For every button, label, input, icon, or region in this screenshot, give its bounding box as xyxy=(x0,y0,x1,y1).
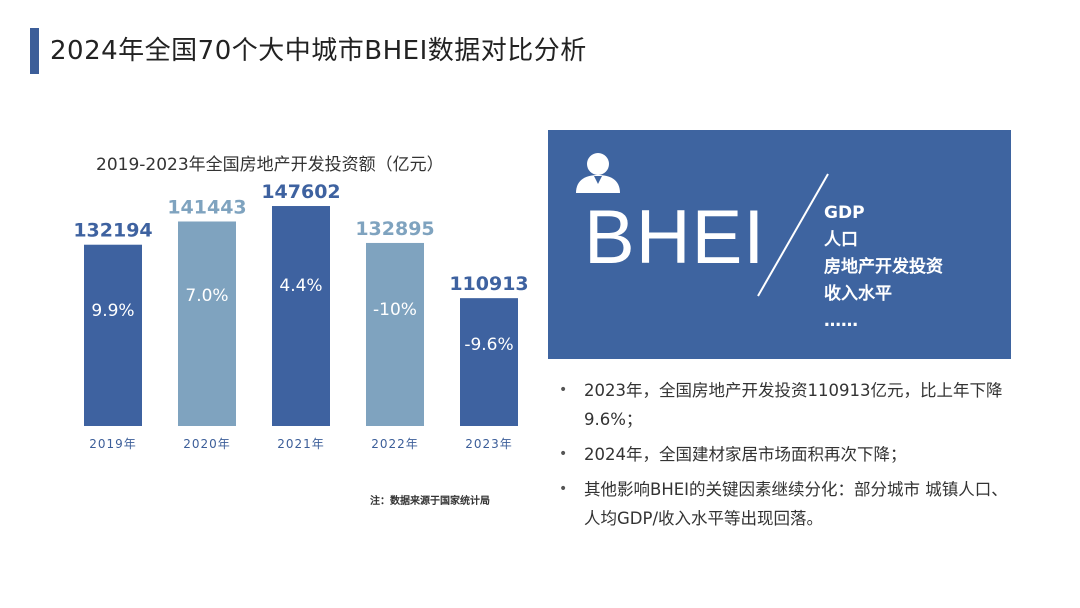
note-item: • 2024年，全国建材家居市场面积再次下降； xyxy=(556,440,1016,469)
page-title: 2024年全国70个大中城市BHEI数据对比分析 xyxy=(50,36,587,66)
factor-item: GDP xyxy=(824,203,865,223)
bar xyxy=(84,244,142,426)
factor-list: GDP 人口 房地产开发投资 收入水平 …… xyxy=(824,200,943,335)
x-tick-label: 2021年 xyxy=(277,437,325,451)
growth-label: -10% xyxy=(373,300,417,320)
bar-value-label: 141443 xyxy=(167,196,246,218)
factor-item: 房地产开发投资 xyxy=(824,257,943,277)
bar-chart: 132194 9.9% 2019年 141443 7.0% 2020年 147602 4.4%… xyxy=(73,181,528,451)
x-tick-label: 2019年 xyxy=(89,437,137,451)
growth-label: 7.0% xyxy=(185,286,228,306)
note-item: • 其他影响BHEI的关键因素继续分化：部分城市 城镇人口、人均GDP/收入水平… xyxy=(556,475,1016,533)
growth-label: -9.6% xyxy=(464,335,513,355)
x-tick-label: 2023年 xyxy=(465,437,513,451)
bar-value-label: 147602 xyxy=(261,181,340,203)
x-tick-label: 2022年 xyxy=(371,437,419,451)
notes-list: • 2023年，全国房地产开发投资110913亿元，比上年下降9.6%； • 2… xyxy=(556,376,1016,539)
factor-item: 人口 xyxy=(824,230,858,250)
bullet-icon: • xyxy=(559,382,568,398)
factor-item: 收入水平 xyxy=(824,284,892,304)
bhei-big-text: BHEI xyxy=(584,195,766,280)
growth-label: 4.4% xyxy=(279,276,322,296)
bar xyxy=(272,206,330,426)
user-icon xyxy=(576,153,620,193)
factor-item: …… xyxy=(824,311,858,331)
source-note: 注：数据来源于国家统计局 xyxy=(370,496,490,507)
bar xyxy=(178,221,236,426)
bar-value-label: 110913 xyxy=(449,273,528,295)
note-text: 2024年，全国建材家居市场面积再次下降； xyxy=(584,445,907,464)
bar-value-label: 132895 xyxy=(355,218,434,240)
bullet-icon: • xyxy=(559,446,568,462)
bhei-panel: BHEI GDP 人口 房地产开发投资 收入水平 …… xyxy=(548,130,1011,359)
bar-value-label: 132194 xyxy=(73,220,152,242)
note-text: 2023年，全国房地产开发投资110913亿元，比上年下降9.6%； xyxy=(584,381,1003,429)
x-tick-label: 2020年 xyxy=(183,437,231,451)
bullet-icon: • xyxy=(559,481,568,497)
bar xyxy=(460,298,518,426)
bar xyxy=(366,242,424,426)
note-text: 其他影响BHEI的关键因素继续分化：部分城市 城镇人口、人均GDP/收入水平等出… xyxy=(584,480,1008,528)
chart-title: 2019-2023年全国房地产开发投资额（亿元） xyxy=(96,155,444,175)
title-accent-bar xyxy=(30,28,39,74)
divider-slash xyxy=(757,173,829,297)
note-item: • 2023年，全国房地产开发投资110913亿元，比上年下降9.6%； xyxy=(556,376,1016,434)
growth-label: 9.9% xyxy=(91,301,134,321)
